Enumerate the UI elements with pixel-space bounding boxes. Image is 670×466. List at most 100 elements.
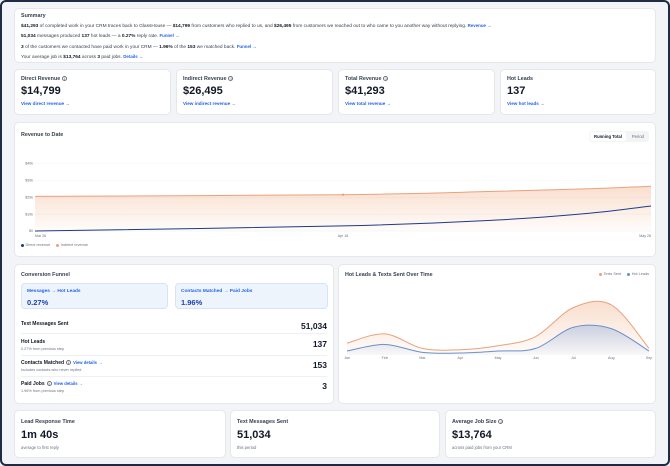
revenue-chart-title: Revenue to Date xyxy=(21,132,64,138)
funnel-row-sub: 1.96% from previous step xyxy=(21,388,65,393)
view-direct-revenue-link[interactable]: View direct revenue → xyxy=(21,101,70,106)
y-tick-label: $0 xyxy=(29,229,33,233)
funnel-box-label: Messages → Hot Leads xyxy=(27,289,81,294)
hot-chart-title: Hot Leads & Texts Sent Over Time xyxy=(345,272,433,278)
x-tick-label: May xyxy=(495,356,502,360)
summary-line-revenue: $41,293 of completed work in your CRM tr… xyxy=(21,22,492,29)
average-job-size-card: Average Job Size i $13,764 across paid jo… xyxy=(445,410,656,458)
indirect-revenue-marker xyxy=(341,193,345,196)
info-icon[interactable]: i xyxy=(62,76,68,82)
info-icon[interactable]: i xyxy=(66,360,72,366)
legend-hot-leads: Hot Leads xyxy=(627,272,649,276)
summary-line-customers: 3 of the customers we contacted have pai… xyxy=(21,43,257,50)
funnel-row-contacts-matched: Contacts Matched i View details → Includes… xyxy=(21,360,327,372)
stat-card-total-revenue: Total Revenue i $41,293 View total revenu… xyxy=(338,69,495,115)
legend-direct: Direct revenue xyxy=(21,243,50,247)
summary-title: Summary xyxy=(21,13,46,19)
hot-leads-line xyxy=(346,324,650,354)
view-total-revenue-link[interactable]: View total revenue → xyxy=(345,101,392,106)
bottom-card-sub: across paid jobs from your CRM xyxy=(452,445,512,450)
hot-leads-chart-card: Hot Leads & Texts Sent Over Time Texts S… xyxy=(338,264,656,404)
view-indirect-revenue-link[interactable]: View indirect revenue → xyxy=(183,101,237,106)
paid-jobs-details-link[interactable]: View details → xyxy=(53,381,83,386)
info-icon[interactable]: i xyxy=(383,76,389,82)
funnel-row-value: 51,034 xyxy=(301,321,327,331)
y-tick-label: $20k xyxy=(25,195,33,199)
hot-leads-area xyxy=(347,325,649,355)
funnel-box-value: 0.27% xyxy=(27,298,49,307)
stat-label: Indirect Revenue xyxy=(183,76,227,82)
revenue-legend: Direct revenue Indirect revenue xyxy=(21,243,88,247)
indirect-revenue-line xyxy=(34,185,652,197)
conversion-funnel-card: Conversion Funnel Messages → Hot Leads 0… xyxy=(14,264,334,404)
stat-label: Total Revenue xyxy=(345,76,382,82)
contacts-matched-details-link[interactable]: View details → xyxy=(73,360,103,365)
revenue-chart-card: Revenue to Date Running Total Period $0 $… xyxy=(14,122,656,257)
funnel-row-name: Paid Jobs xyxy=(21,381,45,387)
funnel-row-name: Text Messages Sent xyxy=(21,321,69,327)
info-icon[interactable]: i xyxy=(228,76,234,82)
stat-value: 137 xyxy=(507,85,526,97)
stat-value: $41,293 xyxy=(345,85,385,97)
funnel-title: Conversion Funnel xyxy=(21,272,70,278)
funnel-row-name: Contacts Matched xyxy=(21,360,65,366)
x-tick-label: Mar xyxy=(419,356,426,360)
y-tick-label: $30k xyxy=(25,179,33,183)
running-total-toggle[interactable]: Running Total xyxy=(590,132,626,141)
hot-chart-legend: Texts Sent Hot Leads xyxy=(598,272,649,276)
indirect-revenue-area xyxy=(35,186,651,231)
x-tick-label: Aug xyxy=(608,356,614,360)
bottom-card-sub: average to first reply xyxy=(21,445,59,450)
info-icon[interactable]: i xyxy=(46,381,52,387)
funnel-row-texts-sent: Text Messages Sent 51,034 xyxy=(21,321,327,331)
x-tick-label: Feb xyxy=(382,356,388,360)
x-tick-label: May 28 xyxy=(639,234,651,238)
summary-revenue-link[interactable]: Revenue → xyxy=(467,22,492,28)
summary-line-messages: 51,034 messages produced 137 hot leads —… xyxy=(21,33,180,40)
funnel-box-messages-hot-leads: Messages → Hot Leads 0.27% xyxy=(21,283,168,309)
y-tick-label: $10k xyxy=(25,212,33,216)
texts-sent-line xyxy=(346,300,650,351)
revenue-chart: $0 $10k $20k $30k $40k Mar 26 Apr 18 May 28 xyxy=(25,162,652,238)
stat-value: $26,495 xyxy=(183,85,223,97)
funnel-row-value: 3 xyxy=(322,381,327,391)
x-tick-label: Jul xyxy=(571,356,576,360)
funnel-box-matched-paid: Contacts Matched → Paid Jobs 1.96% xyxy=(175,283,328,309)
bottom-card-label: Lead Response Time xyxy=(21,419,75,425)
funnel-row-sub: 0.27% from previous step xyxy=(21,346,65,351)
hot-leads-chart: Jan Feb Mar Apr May Jun Jul Aug Sep xyxy=(344,300,652,360)
stat-label: Hot Leads xyxy=(507,76,534,82)
x-tick-label: Jun xyxy=(533,356,539,360)
stat-card-indirect-revenue: Indirect Revenue i $26,495 View indirect … xyxy=(176,69,333,115)
stat-label: Direct Revenue xyxy=(21,76,61,82)
funnel-row-name: Hot Leads xyxy=(21,339,46,345)
revenue-view-toggle: Running Total Period xyxy=(589,131,649,142)
x-tick-label: Mar 26 xyxy=(35,234,46,238)
bottom-card-label: Text Messages Sent xyxy=(237,419,289,425)
summary-funnel-link-1[interactable]: Funnel → xyxy=(159,33,180,39)
view-hot-leads-link[interactable]: View hot leads → xyxy=(507,101,545,106)
summary-line-jobs: Your average job is $13,764 across 3 pai… xyxy=(21,54,144,61)
divider xyxy=(21,333,327,334)
summary-funnel-link-2[interactable]: Funnel → xyxy=(236,43,257,49)
summary-details-link[interactable]: Details → xyxy=(123,54,144,60)
bottom-card-value: 1m 40s xyxy=(21,429,59,441)
funnel-row-value: 137 xyxy=(312,339,327,349)
bottom-card-value: $13,764 xyxy=(452,429,492,441)
divider xyxy=(21,376,327,377)
funnel-row-hot-leads: Hot Leads 0.27% from previous step 137 xyxy=(21,339,327,351)
stat-card-hot-leads: Hot Leads 137 View hot leads → xyxy=(500,69,656,115)
period-toggle[interactable]: Period xyxy=(631,134,644,139)
y-tick-label: $40k xyxy=(25,162,33,166)
x-tick-label: Apr xyxy=(457,356,463,360)
bottom-card-value: 51,034 xyxy=(237,429,271,441)
x-tick-label: Sep xyxy=(646,356,652,360)
divider xyxy=(21,355,327,356)
legend-indirect: Indirect revenue xyxy=(56,243,88,247)
stat-card-direct-revenue: Direct Revenue i $14,799 View direct reve… xyxy=(14,69,171,115)
funnel-row-sub: Includes contacts who never replied xyxy=(21,367,82,372)
funnel-box-value: 1.96% xyxy=(181,298,203,307)
summary-card: Summary $41,293 of completed work in you… xyxy=(14,8,656,63)
legend-texts-sent: Texts Sent xyxy=(598,272,621,276)
info-icon[interactable]: i xyxy=(498,419,504,425)
